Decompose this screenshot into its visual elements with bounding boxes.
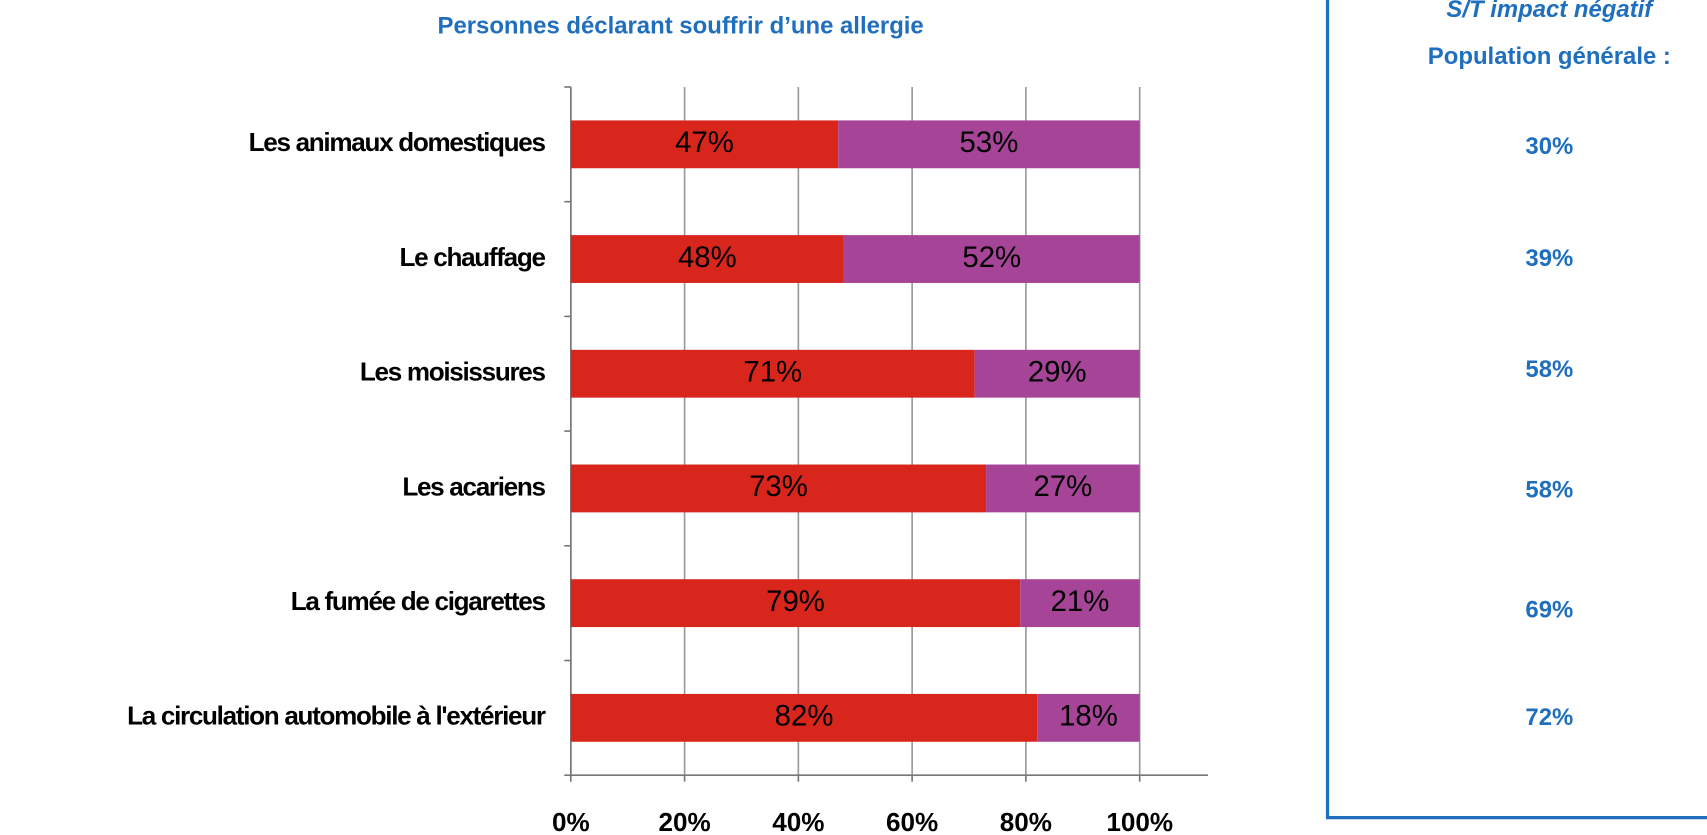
value-label: 21%	[1051, 585, 1110, 618]
value-label: 73%	[749, 470, 808, 503]
value-label: 53%	[960, 126, 1019, 159]
value-label: 82%	[775, 700, 834, 733]
side-panel-value: 69%	[1525, 596, 1573, 623]
y-tick-label: Le chauffage	[400, 242, 546, 272]
bar-segment	[570, 349, 975, 398]
side-panel-value: 58%	[1525, 477, 1573, 504]
y-tick-label: La circulation automobile à l'extérieur	[127, 701, 546, 731]
bar-segment	[570, 693, 1038, 742]
y-tick-label: La fumée de cigarettes	[291, 586, 546, 616]
side-panel-title: S/T impact négatif	[1446, 0, 1654, 23]
x-tick-label: 40%	[772, 807, 824, 835]
chart-title: Personnes déclarant souffrir d’une aller…	[438, 12, 924, 39]
y-tick-label: Les acariens	[402, 471, 545, 501]
bar-segment	[974, 349, 1140, 398]
bar-segment	[986, 464, 1140, 513]
y-tick-label: Les moisissures	[360, 357, 546, 387]
bar-segment	[570, 579, 1021, 628]
bar-segment	[838, 120, 1140, 169]
value-label: 27%	[1034, 470, 1093, 503]
value-label: 71%	[743, 355, 802, 388]
side-panel-border	[1325, 0, 1707, 820]
x-tick-label: 20%	[658, 807, 710, 835]
bar-segment	[570, 235, 844, 283]
value-label: 29%	[1028, 355, 1087, 388]
bar-segment	[570, 120, 839, 169]
value-label: 52%	[962, 241, 1021, 274]
x-tick-label: 0%	[552, 807, 590, 835]
side-panel-value: 72%	[1525, 704, 1573, 731]
value-label: 18%	[1059, 700, 1118, 733]
value-label: 47%	[675, 126, 734, 159]
bar-segment	[570, 464, 987, 513]
side-panel-value: 58%	[1525, 356, 1573, 383]
x-tick-label: 60%	[886, 807, 938, 835]
x-tick-label: 80%	[1000, 807, 1052, 835]
x-tick-label: 100%	[1106, 807, 1173, 835]
y-tick-label: Les animaux domestiques	[249, 127, 546, 157]
value-label: 79%	[766, 585, 825, 618]
value-label: 48%	[678, 241, 737, 274]
side-panel-subtitle: Population générale :	[1428, 43, 1671, 70]
side-panel-value: 30%	[1525, 133, 1573, 160]
side-panel-value: 39%	[1525, 245, 1573, 272]
bar-segment	[843, 235, 1140, 283]
bar-segment	[1020, 579, 1140, 628]
bar-segment	[1037, 693, 1140, 742]
